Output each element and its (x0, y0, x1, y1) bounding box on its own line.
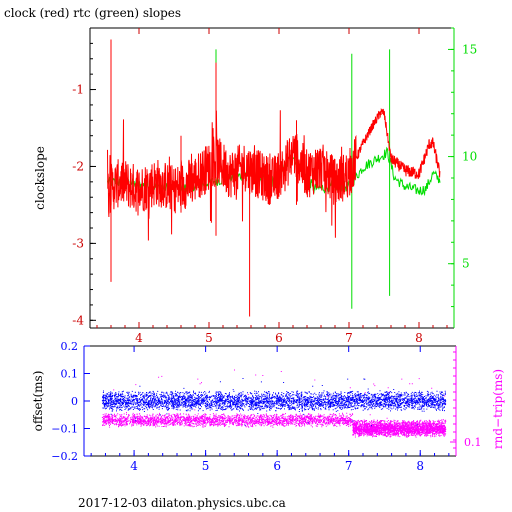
top-xtick-label: 8 (415, 331, 423, 345)
top-xtick-label: 6 (275, 331, 283, 345)
rndtrip-points (101, 369, 447, 438)
top-xtick-label: 5 (205, 331, 213, 345)
bottom-ytick-label: −0.2 (51, 450, 78, 463)
top-ytick-label: -4 (72, 313, 84, 327)
bottom-y2label: rnd−trip(ms) (491, 369, 505, 449)
chart-title: clock (red) rtc (green) slopes (4, 6, 182, 20)
bottom-ytick-label: −0.1 (51, 423, 78, 436)
bottom-xtick-label: 5 (202, 459, 210, 473)
top-ytick-label: -1 (72, 83, 84, 97)
bottom-ylabel: offset(ms) (31, 371, 45, 432)
bottom-y2tick-label: 0.1 (464, 436, 482, 449)
bottom-xtick-label: 7 (345, 459, 353, 473)
clock-slope-series (107, 107, 441, 241)
bottom-xtick-label: 8 (416, 459, 424, 473)
bottom-ytick-label: 0 (71, 395, 78, 408)
top-ylabel: clockslope (33, 146, 47, 210)
top-y2tick-label: 5 (462, 257, 470, 271)
footer-host: 2017-12-03 dilaton.physics.ubc.ca (78, 496, 286, 510)
bottom-ytick-label: 0.2 (61, 340, 79, 353)
bottom-xtick-label: 4 (130, 459, 138, 473)
top-xtick-label: 7 (345, 331, 353, 345)
top-xtick-label: 4 (135, 331, 143, 345)
offset-points (101, 378, 447, 427)
bottom-panel: 4 5 6 7 8 0.2 0.1 0 −0.1 −0.2 0.1 offset(ms) rnd−tri… (31, 340, 505, 473)
bottom-ytick-label: 0.1 (61, 368, 79, 381)
top-ytick-label: -3 (72, 236, 84, 250)
top-ytick-label: -2 (72, 159, 84, 173)
bottom-xtick-label: 6 (273, 459, 281, 473)
top-y2tick-label: 15 (462, 42, 477, 56)
top-panel: 4 5 6 7 8 -1 -2 -3 -4 5 10 15 clockslope (33, 27, 477, 345)
top-y2tick-label: 10 (462, 150, 477, 164)
